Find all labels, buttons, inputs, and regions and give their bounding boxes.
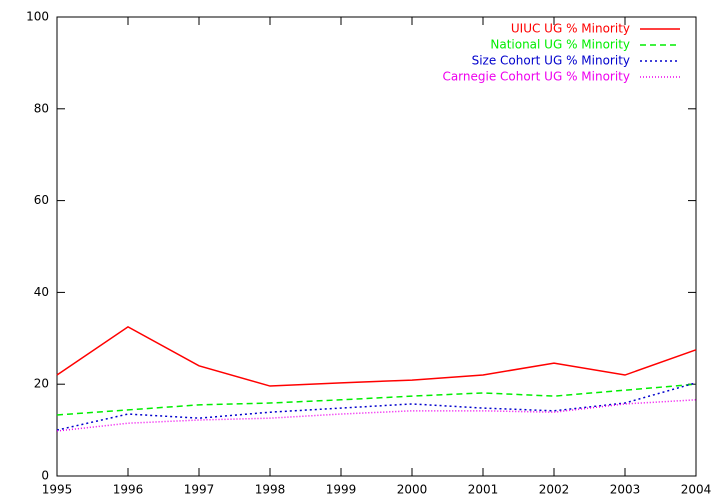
- y-tick-label: 60: [34, 193, 49, 207]
- x-tick-label: 1995: [42, 483, 73, 497]
- y-tick-label: 0: [41, 469, 49, 483]
- plot-frame: [56, 16, 697, 477]
- x-tick-label: 2000: [397, 483, 428, 497]
- series-line: [56, 325, 697, 387]
- x-tick-label: 1999: [326, 483, 357, 497]
- legend-label: National UG % Minority: [490, 38, 630, 52]
- legend-label: UIUC UG % Minority: [511, 22, 630, 36]
- x-tick-label: 2002: [539, 483, 570, 497]
- x-tick-label: 2003: [610, 483, 641, 497]
- x-tick-label: 1996: [113, 483, 144, 497]
- series-line: [56, 383, 697, 416]
- x-tick-label: 1997: [184, 483, 215, 497]
- x-tick-label: 2001: [468, 483, 499, 497]
- x-tick-label: 1998: [255, 483, 286, 497]
- y-tick-label: 20: [34, 377, 49, 391]
- legend-label: Carnegie Cohort UG % Minority: [442, 70, 630, 84]
- y-tick-label: 100: [26, 10, 49, 24]
- y-tick-label: 40: [34, 285, 49, 299]
- legend-label: Size Cohort UG % Minority: [472, 54, 630, 68]
- series-line: [56, 399, 697, 432]
- series-line: [56, 382, 697, 431]
- y-tick-label: 80: [34, 101, 49, 115]
- x-tick-label: 2004: [681, 483, 712, 497]
